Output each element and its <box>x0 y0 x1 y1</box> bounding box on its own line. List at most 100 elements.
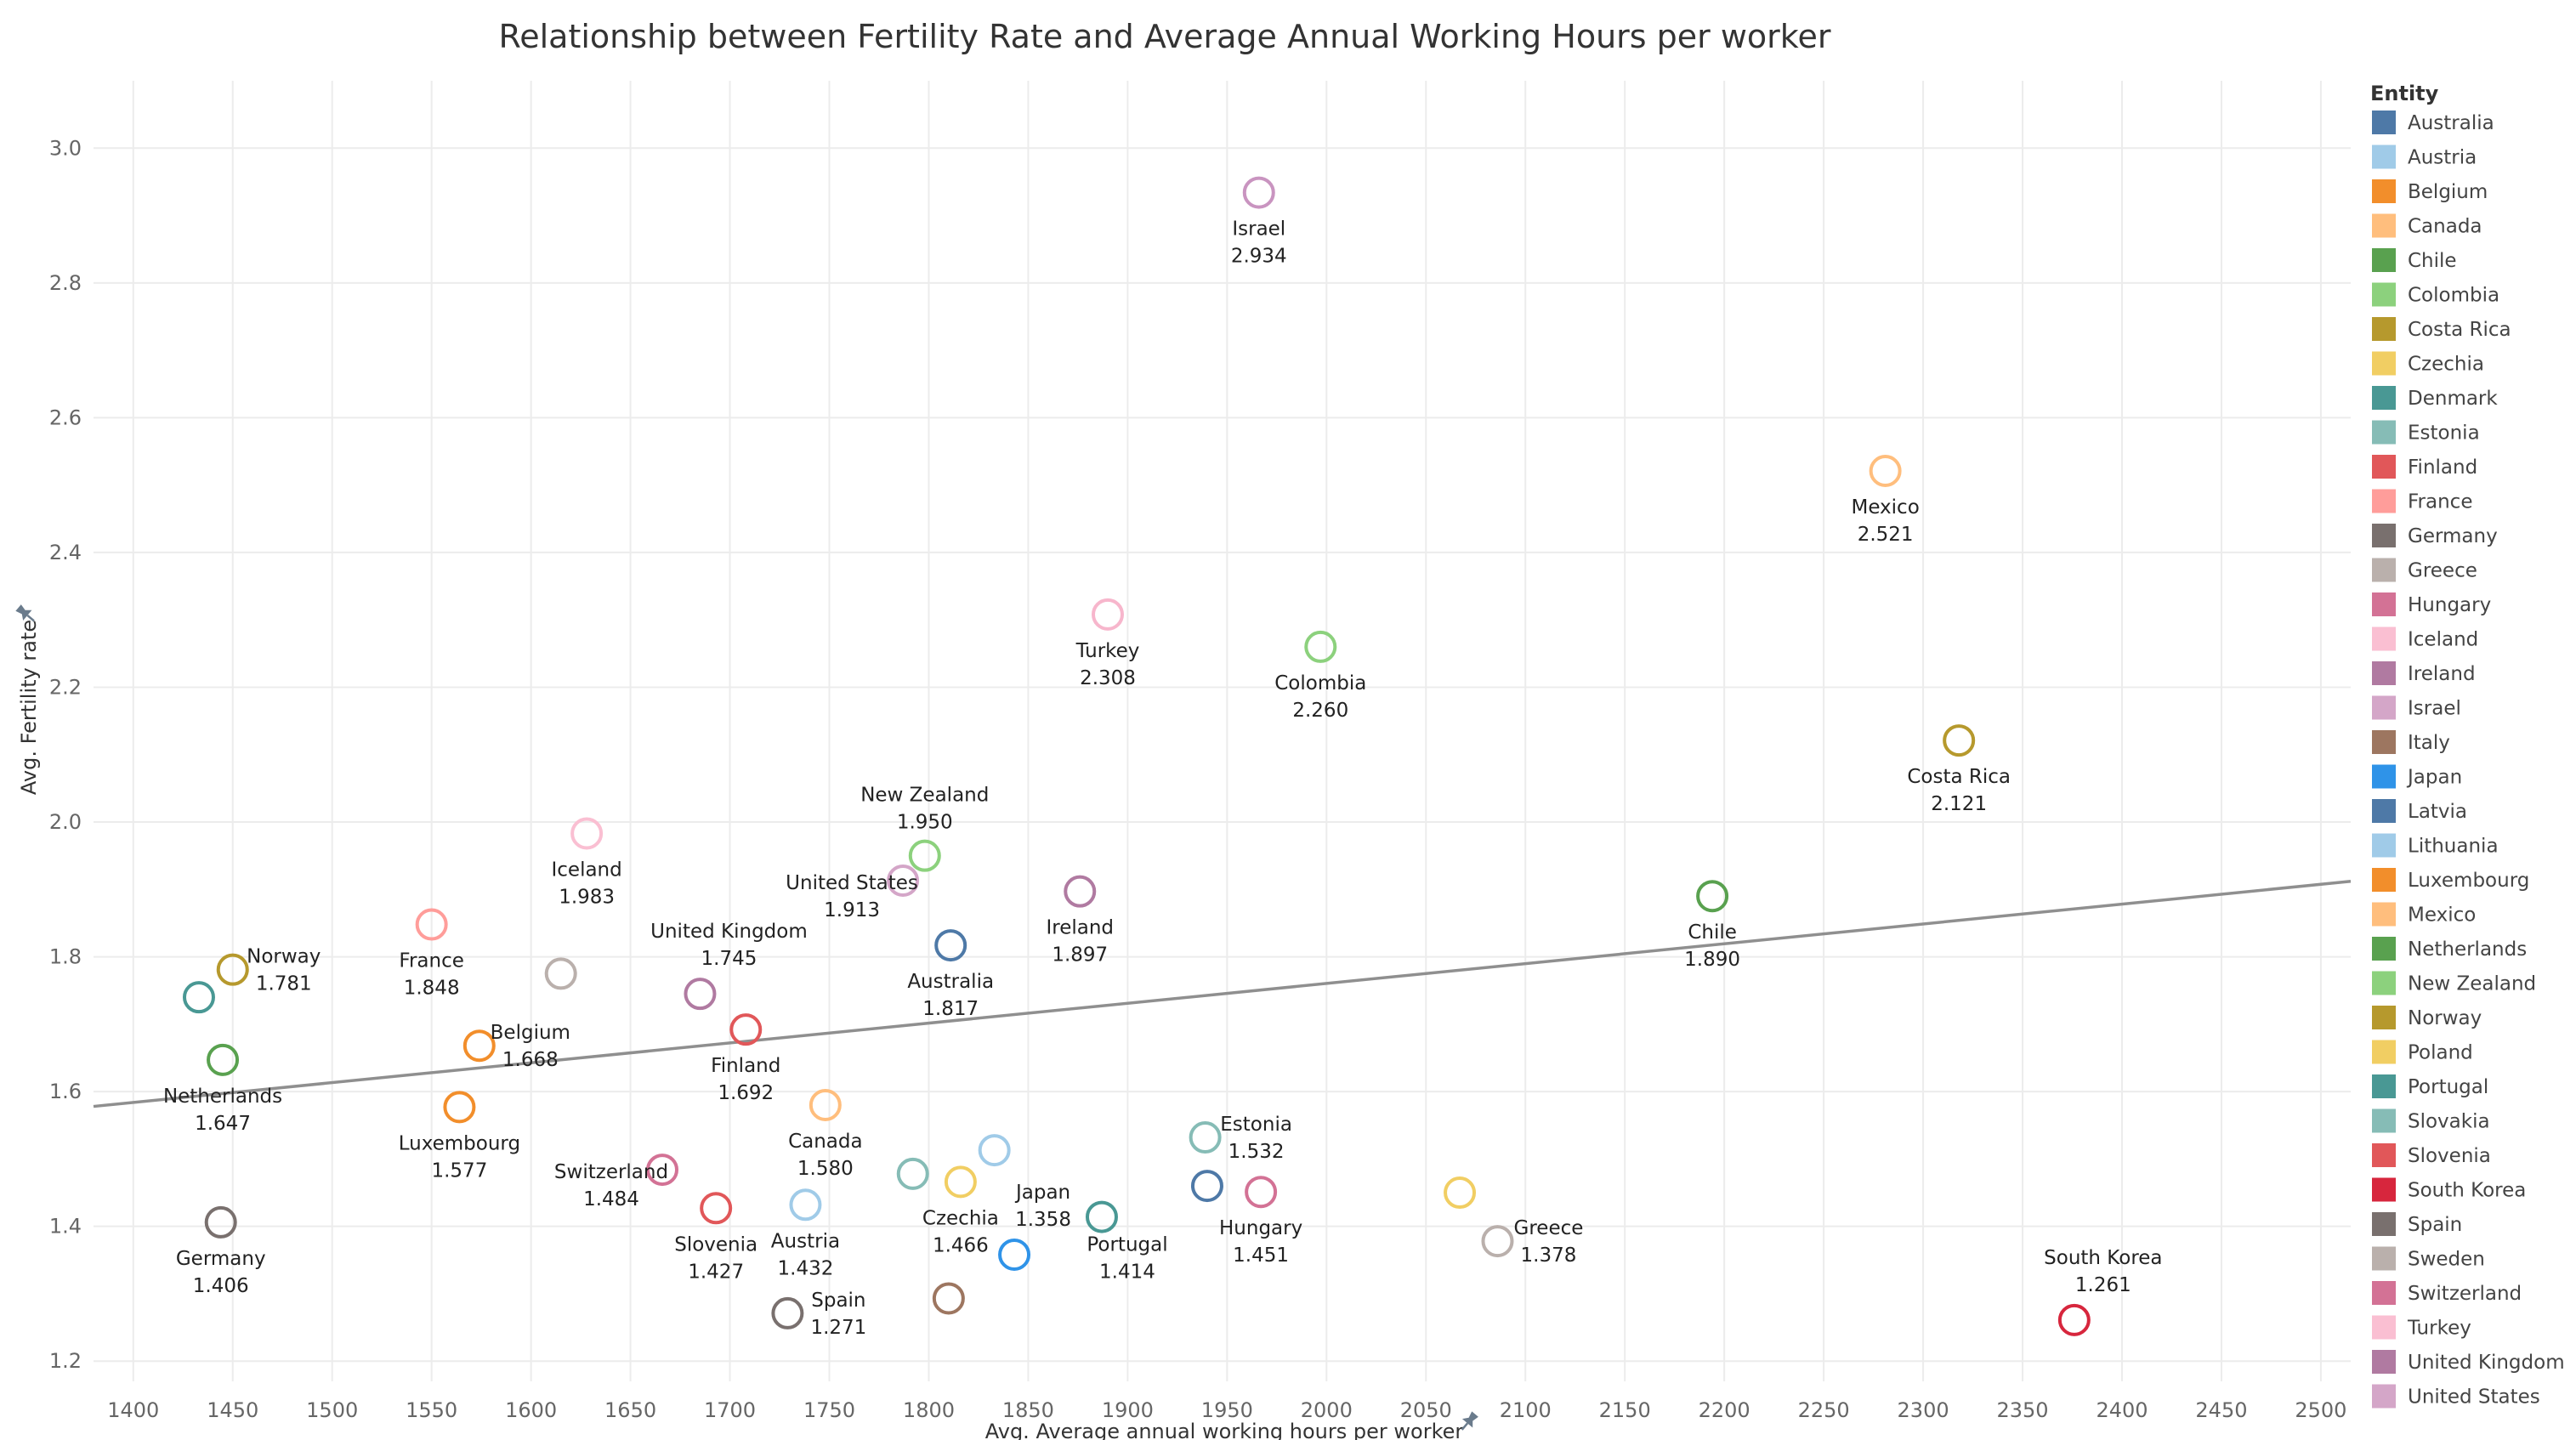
legend-item-label: Chile <box>2408 250 2457 272</box>
legend-item-label: Spain <box>2408 1214 2462 1236</box>
point-value-label: 1.532 <box>1228 1141 1285 1163</box>
x-tick-label: 1500 <box>306 1398 358 1422</box>
x-tick-label: 2100 <box>1500 1398 1552 1422</box>
data-point <box>1943 724 1976 757</box>
data-point <box>789 1188 822 1222</box>
data-point <box>182 981 215 1014</box>
legend-swatch <box>2372 351 2396 376</box>
legend-swatch <box>2372 661 2396 685</box>
legend-swatch <box>2372 730 2396 754</box>
legend-item-label: Hungary <box>2408 594 2491 616</box>
point-name-label: Canada <box>788 1131 863 1153</box>
legend-item-label: Turkey <box>2407 1318 2471 1340</box>
data-point <box>1444 1176 1477 1210</box>
legend-swatch <box>2372 764 2396 789</box>
legend-swatch <box>2372 1108 2396 1133</box>
data-point <box>944 1165 977 1199</box>
point-value-label: 2.308 <box>1080 667 1136 689</box>
legend-item-label: Luxembourg <box>2408 870 2529 892</box>
legend-swatch <box>2372 592 2396 616</box>
data-point <box>809 1088 842 1121</box>
data-point <box>544 957 577 990</box>
point-value-label: 1.692 <box>718 1082 774 1104</box>
point-name-label: Australia <box>907 971 994 993</box>
point-name-label: Colombia <box>1274 672 1366 694</box>
point-name-label: United Kingdom <box>650 921 808 943</box>
point-value-label: 1.484 <box>583 1188 639 1210</box>
data-point <box>729 1013 763 1046</box>
point-name-label: Czechia <box>922 1207 999 1229</box>
legend-swatch <box>2372 1315 2396 1340</box>
data-point <box>908 839 941 872</box>
data-point <box>998 1238 1031 1271</box>
point-name-label: Japan <box>1014 1182 1070 1204</box>
legend-swatch <box>2372 489 2396 513</box>
point-value-label: 1.950 <box>897 812 953 834</box>
y-tick-label: 1.4 <box>49 1215 82 1239</box>
point-value-label: 1.913 <box>824 899 880 921</box>
legend-item-label: Estonia <box>2408 422 2480 445</box>
point-value-label: 1.466 <box>933 1234 989 1256</box>
point-name-label: Estonia <box>1220 1114 1292 1136</box>
legend-item-label: Germany <box>2408 525 2498 547</box>
x-tick-label: 1850 <box>1002 1398 1054 1422</box>
legend-swatch <box>2372 695 2396 720</box>
legend-item-label: Colombia <box>2408 285 2499 307</box>
legend-item-label: Iceland <box>2408 629 2478 651</box>
legend-item-label: United Kingdom <box>2408 1352 2565 1374</box>
legend-item-label: Latvia <box>2408 801 2467 823</box>
legend-item-label: Italy <box>2408 732 2450 754</box>
point-name-label: Netherlands <box>163 1086 282 1108</box>
x-tick-label: 1650 <box>604 1398 656 1422</box>
data-point <box>887 864 920 897</box>
data-point <box>646 1154 679 1187</box>
point-value-label: 1.983 <box>559 886 615 908</box>
point-name-label: Ireland <box>1046 917 1114 939</box>
legend-item-label: Greece <box>2408 560 2477 582</box>
point-name-label: Spain <box>811 1290 865 1312</box>
legend-item-label: South Korea <box>2408 1180 2526 1202</box>
legend-swatch <box>2372 248 2396 272</box>
x-tick-label: 1400 <box>107 1398 159 1422</box>
point-value-label: 1.261 <box>2075 1274 2131 1296</box>
point-value-label: 1.897 <box>1052 944 1108 967</box>
legend-swatch <box>2372 1281 2396 1305</box>
legend: Entity Australia Austria Belgium Canada Chil… <box>2370 82 2565 1409</box>
y-tick-label: 1.2 <box>49 1349 82 1373</box>
y-axis-pin-icon <box>15 604 35 622</box>
legend-swatch <box>2372 558 2396 582</box>
legend-item-label: Finland <box>2408 456 2477 479</box>
legend-swatch <box>2372 1143 2396 1167</box>
point-name-label: Luxembourg <box>399 1132 520 1154</box>
point-value-label: 1.890 <box>1684 949 1740 971</box>
point-name-label: Slovenia <box>674 1233 757 1256</box>
x-tick-label: 2500 <box>2295 1398 2346 1422</box>
legend-swatch <box>2372 213 2396 238</box>
point-value-label: 1.817 <box>922 998 979 1020</box>
legend-swatch <box>2372 1074 2396 1098</box>
point-name-label: Norway <box>247 946 321 968</box>
x-tick-label: 1450 <box>207 1398 258 1422</box>
data-point <box>1064 875 1097 908</box>
x-tick-label: 2200 <box>1699 1398 1750 1422</box>
y-tick-label: 2.4 <box>49 541 82 564</box>
data-point <box>1091 598 1124 631</box>
legend-item-label: Costa Rica <box>2408 319 2511 341</box>
y-tick-label: 2.8 <box>49 271 82 295</box>
point-labels: Israel 2.934 Mexico 2.521 Turkey 2.308 Colombi… <box>163 218 2163 1339</box>
point-value-label: 1.451 <box>1233 1244 1289 1267</box>
legend-item-label: France <box>2408 491 2472 513</box>
data-point <box>932 1282 965 1315</box>
point-name-label: South Korea <box>2044 1247 2162 1269</box>
legend-item-label: Belgium <box>2408 181 2488 203</box>
legend-item-label: Ireland <box>2408 663 2476 685</box>
legend-swatch <box>2372 971 2396 995</box>
point-name-label: France <box>399 950 463 972</box>
point-value-label: 1.414 <box>1099 1261 1155 1284</box>
y-axis-title: Avg. Fertility rate <box>17 620 41 795</box>
point-value-label: 1.406 <box>193 1275 249 1297</box>
legend-item-label: Canada <box>2408 216 2482 238</box>
x-axis-pin-icon <box>1461 1411 1478 1431</box>
grid <box>94 81 2351 1381</box>
